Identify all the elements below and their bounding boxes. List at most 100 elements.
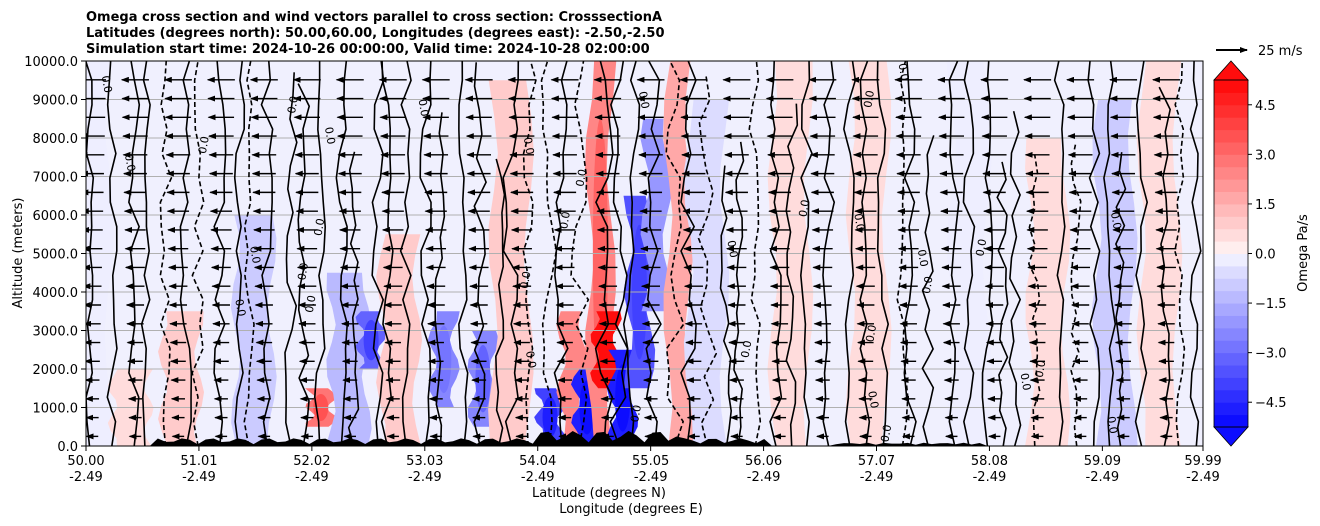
chart-title-line-1: Omega cross section and wind vectors par… (86, 10, 662, 25)
contour-line (1008, 110, 1022, 446)
colorbar-segment (1214, 166, 1248, 180)
contour-label: 0.0 (303, 294, 319, 313)
contour-line (233, 61, 246, 446)
contour-line (962, 61, 976, 446)
contour-label: 0.0 (851, 212, 867, 231)
y-tick-label: 7000.0 (33, 171, 79, 186)
chart-title-line-2: Latitudes (degrees north): 50.00,60.00, … (86, 26, 665, 41)
contour-label: 0.0 (196, 135, 212, 154)
contour-line (522, 61, 537, 446)
colorbar-segment (1214, 303, 1248, 316)
contour-line (800, 61, 813, 446)
contour-label: 0.0 (232, 298, 248, 317)
contour-line (921, 135, 935, 446)
colorbar-segment (1214, 191, 1248, 205)
x-tick-label-lon: -2.49 (521, 470, 555, 485)
colorbar-segment (1214, 365, 1248, 378)
y-tick-label: 5000.0 (33, 248, 79, 263)
contour-label: 0.0 (122, 153, 138, 172)
contour-label: 0.0 (861, 89, 877, 108)
colorbar-segment (1214, 290, 1248, 304)
contour-line (1189, 61, 1202, 446)
contour-label: 0.0 (1033, 359, 1049, 378)
colorbar-tick-label: −1.5 (1255, 297, 1287, 312)
contour-label: 0.0 (863, 324, 879, 343)
x-axis-ticks: 50.00-2.4951.01-2.4952.02-2.4953.03-2.49… (67, 446, 1222, 485)
y-tick-label: 4000.0 (33, 286, 79, 301)
x-tick-label-lon: -2.49 (747, 470, 781, 485)
x-tick-label-lat: 50.00 (67, 454, 104, 469)
contour-line (1053, 61, 1066, 446)
contour-line (665, 61, 685, 446)
colorbar-tick-label: 0.0 (1255, 248, 1276, 263)
contour-line (399, 61, 412, 446)
colorbar-segment (1214, 216, 1248, 230)
contour-label: 0.0 (523, 350, 539, 369)
contour-line (191, 61, 205, 446)
colorbar-label: Omega Pa/s (1296, 214, 1311, 292)
colorbar-extend-min (1213, 426, 1249, 447)
colorbar-tick-label: −4.5 (1255, 396, 1287, 411)
contour-line (243, 61, 255, 446)
y-axis-label: Altitude (meters) (11, 198, 26, 309)
contour-line (1158, 86, 1172, 446)
x-tick-label-lat: 57.07 (858, 454, 895, 469)
y-tick-label: 10000.0 (24, 55, 78, 70)
x-tick-label-lat: 52.02 (293, 454, 330, 469)
colorbar-segment (1214, 265, 1248, 279)
colorbar-segment (1214, 241, 1248, 254)
contour-line (434, 112, 446, 446)
x-tick-label-lat: 55.05 (632, 454, 669, 469)
x-tick-label-lon: -2.49 (295, 470, 329, 485)
contour-label: 0.0 (1017, 372, 1033, 391)
contour-label: 0.0 (915, 248, 931, 267)
y-tick-label: 0.0 (57, 440, 78, 455)
colorbar-segment (1214, 141, 1248, 155)
y-axis-ticks: 0.0 1000.0 2000.0 3000.0 4000.0 5000.0 6000.0 7… (24, 55, 86, 455)
x-tick-label-lat: 56.06 (745, 454, 782, 469)
contour-line (260, 61, 274, 446)
colorbar-segment (1214, 278, 1248, 292)
contour-line (1103, 61, 1117, 446)
contour-line (495, 158, 506, 446)
contour-line (981, 61, 994, 446)
contour-labels-layer: 0.00.0 0.00.00.00.00.00.00.00.00.00.00.00… (99, 62, 1124, 443)
contour-label: 0.0 (322, 126, 338, 145)
colorbar-segment (1214, 104, 1248, 118)
colorbar-segment (1214, 377, 1248, 391)
chart-title-line-3: Simulation start time: 2024-10-26 00:00:… (86, 42, 650, 57)
contour-label: 0.0 (99, 74, 115, 93)
contour-label: 0.0 (878, 424, 894, 443)
contour-line (609, 61, 629, 446)
contour-label: 0.0 (796, 199, 812, 218)
colorbar-tick-label: 3.0 (1255, 148, 1276, 163)
x-axis-label: Latitude (degrees N) (532, 486, 666, 501)
contour-label: 0.0 (724, 239, 740, 258)
contour-label: 0.0 (518, 270, 534, 289)
colorbar-segment (1214, 203, 1248, 217)
x-tick-label-lon: -2.49 (973, 470, 1007, 485)
y-tick-label: 6000.0 (33, 209, 79, 224)
y-tick-label: 1000.0 (33, 402, 79, 417)
contour-label: 0.0 (573, 168, 589, 187)
contour-label: 0.0 (1108, 211, 1124, 230)
colorbar-tick-label: 1.5 (1255, 198, 1276, 213)
omega-field-layer (86, 61, 1183, 446)
x-axis-label-secondary: Longitude (degrees E) (559, 502, 703, 517)
colorbar-segment (1214, 179, 1248, 193)
omega-core (542, 396, 558, 438)
colorbar-segment (1214, 414, 1248, 428)
contour-line (140, 61, 151, 446)
wind-vectors-layer (86, 76, 1181, 440)
x-tick-label-lon: -2.49 (408, 470, 442, 485)
y-tick-label: 9000.0 (33, 94, 79, 109)
x-tick-label-lon: -2.49 (1086, 470, 1120, 485)
colorbar-tick-label: 4.5 (1255, 99, 1276, 114)
contour-line (859, 61, 871, 446)
x-tick-label-lon: -2.49 (1186, 470, 1220, 485)
colorbar-segment (1214, 340, 1248, 354)
colorbar-segment (1214, 154, 1248, 168)
contour-line (697, 76, 718, 446)
colorbar-segment (1214, 92, 1248, 106)
